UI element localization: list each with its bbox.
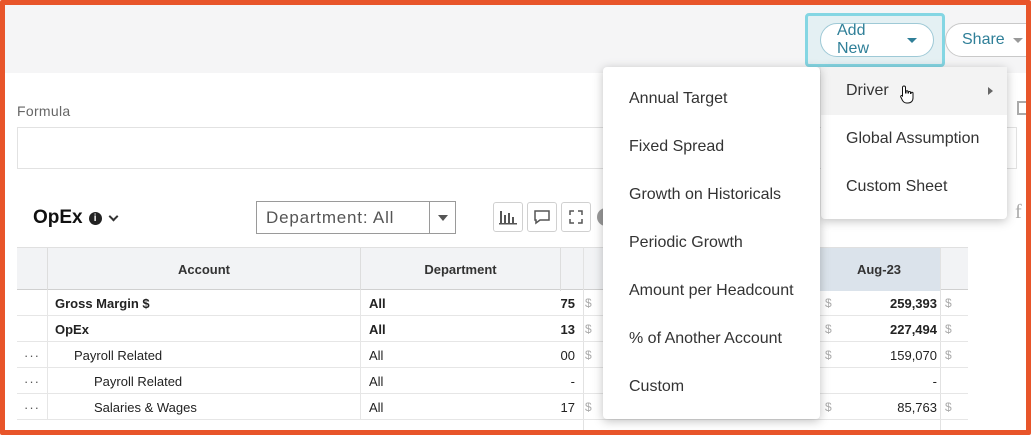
currency-symbol: $ [585, 322, 592, 336]
function-icon[interactable]: f [1015, 201, 1022, 223]
more-options-icon[interactable] [597, 208, 607, 226]
formula-label: Formula [17, 103, 71, 119]
grid-header: Account Department Aug-23 [17, 247, 968, 291]
submenu-item-periodic-growth[interactable]: Periodic Growth [629, 234, 743, 251]
row-partial-value: 75 [560, 295, 575, 311]
table-row[interactable]: Gross Margin $ All 75 $ $ 259,393 $ [17, 290, 968, 316]
row-partial-value: 17 [560, 399, 575, 415]
fullscreen-button[interactable] [561, 202, 591, 232]
row-department: All [369, 347, 384, 363]
currency-symbol: $ [585, 348, 592, 362]
row-menu-icon[interactable]: ··· [24, 347, 40, 363]
top-toolbar: Add New Share [5, 5, 1026, 75]
row-partial-value: - [570, 373, 575, 389]
currency-symbol: $ [945, 296, 952, 310]
submenu-item-annual-target[interactable]: Annual Target [629, 90, 728, 107]
table-row[interactable]: ··· Payroll Related All 00 $ $ 159,070 $ [17, 342, 968, 368]
column-divider [583, 247, 584, 430]
column-header-department[interactable]: Department [361, 248, 561, 291]
caret-down-icon [1012, 37, 1023, 43]
add-new-menu: Driver Global Assumption Custom Sheet [821, 67, 1007, 219]
menu-item-label: Global Assumption [846, 130, 980, 147]
data-grid: Account Department Aug-23 Gross Margin $… [17, 247, 968, 430]
department-filter-value: Department: All [266, 207, 395, 227]
currency-symbol: $ [825, 322, 832, 336]
department-filter-select[interactable]: Department: All [256, 201, 456, 234]
caret-down-icon [907, 37, 917, 43]
expand-icon [569, 210, 583, 224]
currency-symbol: $ [945, 400, 952, 414]
add-new-button[interactable]: Add New [820, 22, 934, 57]
info-icon[interactable]: i [88, 211, 102, 225]
row-department: All [369, 399, 384, 415]
currency-symbol: $ [945, 322, 952, 336]
add-new-label: Add New [837, 22, 870, 57]
column-divider [940, 247, 941, 430]
bar-chart-icon [499, 211, 517, 225]
sheet-title[interactable]: OpEx i [33, 207, 119, 229]
row-account: Salaries & Wages [47, 394, 361, 420]
menu-item-label: Driver [846, 82, 889, 99]
currency-symbol: $ [825, 348, 832, 362]
comment-button[interactable] [527, 202, 557, 232]
currency-symbol: $ [945, 348, 952, 362]
row-account: Gross Margin $ [47, 290, 361, 316]
row-account: OpEx [47, 316, 361, 342]
sheet-title-text: OpEx [33, 207, 83, 228]
menu-item-label: Custom Sheet [846, 178, 948, 195]
currency-symbol: $ [825, 400, 832, 414]
menu-item-driver[interactable]: Driver [821, 67, 1007, 115]
menu-item-custom-sheet[interactable]: Custom Sheet [821, 163, 1007, 211]
currency-symbol: $ [585, 296, 592, 310]
row-department: All [369, 373, 384, 389]
driver-submenu: Annual Target Fixed Spread Growth on His… [603, 67, 820, 419]
share-button[interactable]: Share [945, 23, 1026, 57]
table-row[interactable]: ··· Payroll Related All - - [17, 368, 968, 394]
submenu-item-growth-on-historicals[interactable]: Growth on Historicals [629, 186, 782, 203]
row-month-value[interactable]: - [932, 373, 937, 389]
row-department: All [369, 321, 386, 337]
row-account: Payroll Related [47, 342, 361, 368]
currency-symbol: $ [585, 400, 592, 414]
panel-toggle-icon[interactable] [1017, 101, 1026, 115]
row-month-value[interactable]: 227,494 [890, 321, 937, 337]
row-partial-value: 13 [560, 321, 575, 337]
table-row[interactable]: OpEx All 13 $ $ 227,494 $ [17, 316, 968, 342]
hand-cursor-icon [900, 85, 914, 104]
row-menu-icon[interactable] [17, 316, 47, 342]
share-label: Share [962, 31, 1005, 48]
comment-icon [534, 210, 550, 225]
chevron-down-icon[interactable] [108, 211, 119, 221]
row-menu-icon[interactable] [17, 290, 47, 316]
row-menu-icon[interactable]: ··· [24, 399, 40, 415]
dropdown-arrow-icon[interactable] [429, 202, 455, 233]
submenu-item-custom[interactable]: Custom [629, 378, 685, 395]
row-menu-icon[interactable]: ··· [24, 373, 40, 389]
column-header-account[interactable]: Account [47, 248, 361, 291]
row-month-value[interactable]: 159,070 [890, 347, 937, 363]
column-header-month[interactable]: Aug-23 [817, 248, 941, 291]
table-row[interactable]: ··· Salaries & Wages All 17 $ $ 85,763 $ [17, 394, 968, 420]
submenu-arrow-icon [988, 87, 993, 95]
row-partial-value: 00 [560, 347, 575, 363]
row-account: Payroll Related [47, 368, 361, 394]
currency-symbol: $ [825, 296, 832, 310]
menu-item-global-assumption[interactable]: Global Assumption [821, 115, 1007, 163]
row-month-value[interactable]: 259,393 [890, 295, 937, 311]
submenu-item-fixed-spread[interactable]: Fixed Spread [629, 138, 725, 155]
submenu-item-percent-of-another-account[interactable]: % of Another Account [629, 330, 782, 347]
row-month-value[interactable]: 85,763 [897, 399, 937, 415]
submenu-item-amount-per-headcount[interactable]: Amount per Headcount [629, 282, 794, 299]
row-department: All [369, 295, 386, 311]
chart-button[interactable] [493, 202, 523, 232]
